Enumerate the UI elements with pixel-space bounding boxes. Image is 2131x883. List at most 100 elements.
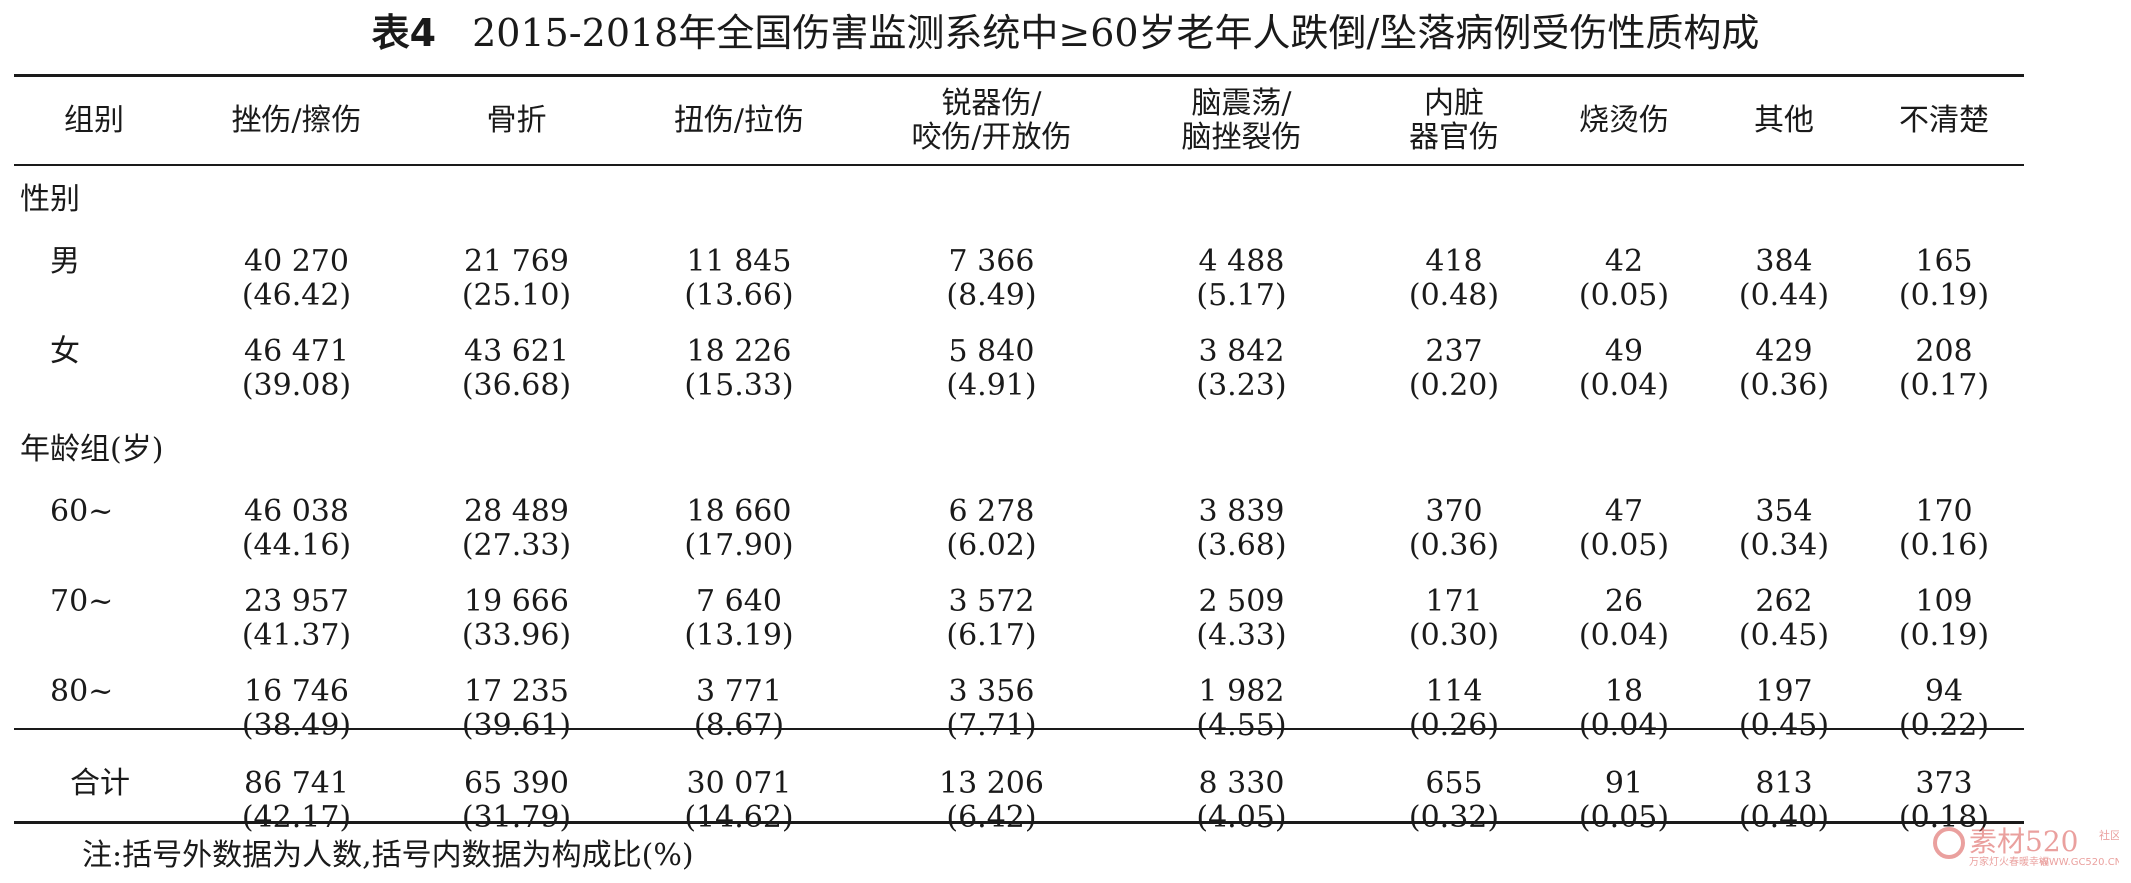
table-cell: 7 366 (8.49) <box>864 235 1119 325</box>
table-cell: 8 330 (4.05) <box>1119 755 1364 847</box>
cell-percent: (0.05) <box>1578 528 1670 563</box>
table-cell: 42 (0.05) <box>1544 235 1704 325</box>
table-cell: 3 572 (6.17) <box>864 575 1119 665</box>
cell-percent: (39.61) <box>461 708 572 743</box>
table-cell: 237 (0.20) <box>1364 325 1544 415</box>
table-cell: 354 (0.34) <box>1704 485 1864 575</box>
table-row: 男 40 270 (46.42) 21 769 (25.10) 11 845 (13.66)… <box>14 235 2024 325</box>
header-line: 脑挫裂伤 <box>1181 120 1302 155</box>
cell-percent: (25.10) <box>461 278 572 313</box>
cell-count: 42 <box>1604 244 1644 279</box>
cell-percent: (42.17) <box>241 800 352 835</box>
table-cell: 4 488 (5.17) <box>1119 235 1364 325</box>
cell-percent: (3.68) <box>1196 528 1287 563</box>
cell-percent: (6.17) <box>946 618 1037 653</box>
header-cell: 脑震荡/脑挫裂伤 <box>1119 77 1364 165</box>
table-cell: 429 (0.36) <box>1704 325 1864 415</box>
cell-count: 2 509 <box>1198 584 1285 619</box>
cell-count: 30 071 <box>686 766 792 801</box>
cell-percent: (0.05) <box>1578 278 1670 313</box>
header-line: 内脏 <box>1424 86 1484 121</box>
cell-count: 21 769 <box>464 244 569 279</box>
table-cell: 114 (0.26) <box>1364 665 1544 755</box>
table-cell: 109 (0.19) <box>1864 575 2024 665</box>
cell-count: 3 572 <box>948 584 1035 619</box>
table-cell: 21 769 (25.10) <box>419 235 614 325</box>
row-label: 女 <box>50 334 80 369</box>
cell-percent: (36.68) <box>461 368 572 403</box>
row-label: 60~ <box>50 494 114 529</box>
header-cell: 内脏 器官伤 <box>1364 77 1544 165</box>
table-number: 表4 <box>371 11 437 55</box>
cell-percent: (0.17) <box>1898 368 1990 403</box>
header-cell: 其他 <box>1704 77 1864 165</box>
cell-percent: (5.17) <box>1196 278 1287 313</box>
table-cell: 370 (0.36) <box>1364 485 1544 575</box>
cell-percent: (0.36) <box>1738 368 1830 403</box>
table-header: 组别 挫伤/擦伤 骨折 扭伤/拉伤 锐器伤/咬伤/开放伤 脑震荡/脑挫裂伤 内脏 器官伤 烧烫伤… <box>14 77 2024 165</box>
cell-count: 18 <box>1604 674 1644 709</box>
cell-count: 114 <box>1425 674 1483 709</box>
cell-percent: (0.48) <box>1408 278 1500 313</box>
table-cell: 13 206 (6.42) <box>864 755 1119 847</box>
header-row: 组别 挫伤/擦伤 骨折 扭伤/拉伤 锐器伤/咬伤/开放伤 脑震荡/脑挫裂伤 内脏 器官伤 烧烫伤… <box>14 77 2024 165</box>
header-cell: 不清楚 <box>1864 77 2024 165</box>
table-note: 注:括号外数据为人数,括号内数据为构成比(%) <box>82 838 694 873</box>
table-cell: 3 842 (3.23) <box>1119 325 1364 415</box>
cell-percent: (0.34) <box>1738 528 1830 563</box>
watermark-slogan: 万家灯火春暖幸福 <box>1969 855 2049 868</box>
cell-percent: (8.67) <box>693 708 785 743</box>
cell-percent: (0.45) <box>1738 618 1830 653</box>
total-rule <box>14 728 2024 730</box>
table-cell: 49 (0.04) <box>1544 325 1704 415</box>
cell-percent: (0.04) <box>1578 708 1670 743</box>
cell-count: 6 278 <box>948 494 1035 529</box>
cell-percent: (4.33) <box>1196 618 1287 653</box>
table-cell: 208 (0.17) <box>1864 325 2024 415</box>
table-cell: 94 (0.22) <box>1864 665 2024 755</box>
cell-count: 3 839 <box>1198 494 1285 529</box>
cell-percent: (6.42) <box>946 800 1037 835</box>
row-label: 男 <box>50 244 80 279</box>
cell-count: 3 842 <box>1198 334 1285 369</box>
table-cell: 28 489 (27.33) <box>419 485 614 575</box>
header-rule <box>14 164 2024 166</box>
header-line: 器官伤 <box>1409 120 1499 155</box>
cell-count: 49 <box>1604 334 1644 369</box>
injury-nature-table: 组别 挫伤/擦伤 骨折 扭伤/拉伤 锐器伤/咬伤/开放伤 脑震荡/脑挫裂伤 内脏 器官伤 烧烫伤… <box>14 77 2024 847</box>
header-line: 烧烫伤 <box>1579 103 1669 138</box>
cell-percent: (0.19) <box>1898 618 1990 653</box>
bottom-rule <box>14 821 2024 824</box>
table-cell: 86 741 (42.17) <box>174 755 419 847</box>
cell-percent: (39.08) <box>241 368 352 403</box>
cell-percent: (14.62) <box>684 800 794 835</box>
cell-count: 165 <box>1915 244 1973 279</box>
cell-percent: (0.45) <box>1738 708 1830 743</box>
cell-count: 208 <box>1915 334 1973 369</box>
header-line: 扭伤/拉伤 <box>673 103 805 138</box>
cell-count: 429 <box>1755 334 1813 369</box>
cell-count: 170 <box>1915 494 1973 529</box>
watermark-side: 社区 <box>2099 828 2119 842</box>
cell-count: 354 <box>1755 494 1813 529</box>
cell-count: 8 330 <box>1198 766 1285 801</box>
table-cell: 91 (0.05) <box>1544 755 1704 847</box>
table-row: 女 46 471 (39.08) 43 621 (36.68) 18 226 (15.33)… <box>14 325 2024 415</box>
header-group: 组别 <box>14 77 174 165</box>
header-line: 咬伤/开放伤 <box>911 120 1072 155</box>
cell-count: 5 840 <box>948 334 1035 369</box>
table-cell: 30 071 (14.62) <box>614 755 864 847</box>
header-line: 脑震荡/ <box>1191 86 1292 121</box>
table-cell: 6 278 (6.02) <box>864 485 1119 575</box>
cell-percent: (0.04) <box>1578 368 1670 403</box>
cell-percent: (0.04) <box>1578 618 1670 653</box>
cell-percent: (0.26) <box>1408 708 1500 743</box>
table-cell: 197 (0.45) <box>1704 665 1864 755</box>
cell-count: 46 038 <box>244 494 349 529</box>
cell-percent: (15.33) <box>684 368 794 403</box>
table-cell: 11 845 (13.66) <box>614 235 864 325</box>
table-cell: 40 270 (46.42) <box>174 235 419 325</box>
group-row: 年龄组(岁) <box>14 415 2024 485</box>
table-cell: 165 (0.19) <box>1864 235 2024 325</box>
cell-count: 384 <box>1755 244 1813 279</box>
